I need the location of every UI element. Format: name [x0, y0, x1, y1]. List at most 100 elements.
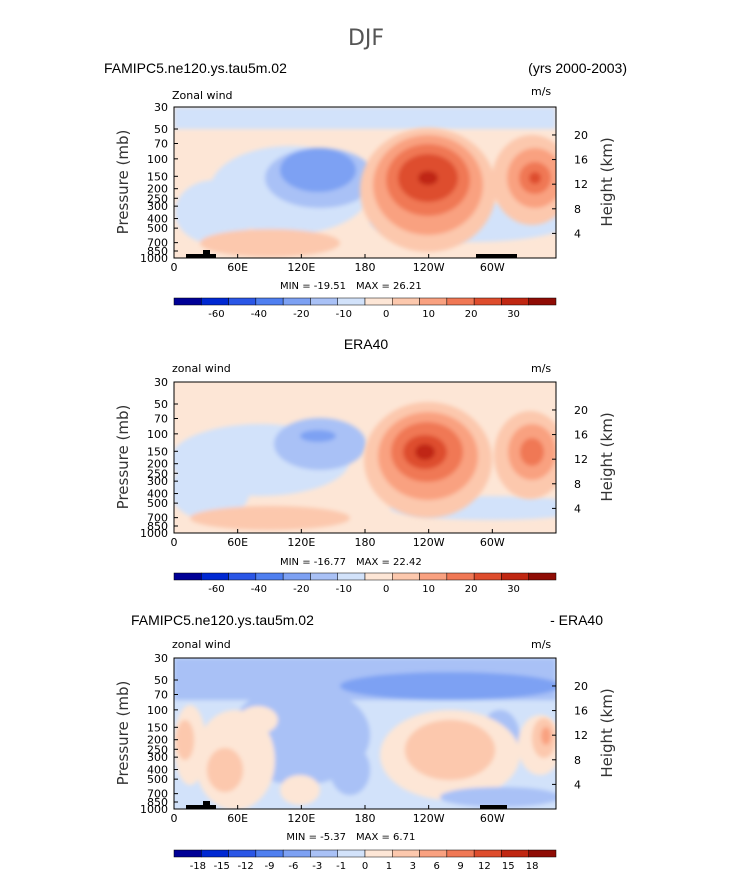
- min-label: MIN = -16.77: [280, 557, 346, 568]
- y-tick-label: 70: [154, 137, 168, 150]
- colorbar-swatch: [446, 297, 475, 306]
- colorbar-label: 20: [465, 584, 478, 595]
- colorbar-label: 0: [383, 584, 389, 595]
- x-tick-label: 120E: [287, 536, 315, 549]
- colorbar-swatch: [282, 849, 311, 858]
- colorbar-swatch: [419, 849, 448, 858]
- contour-negative: [340, 672, 556, 700]
- y2-tick-label: 4: [574, 502, 581, 515]
- colorbar-label: 1: [386, 861, 392, 872]
- panel-right-title: (yrs 2000-2003): [528, 60, 627, 76]
- units-label: m/s: [531, 362, 551, 375]
- y-axis-label: Pressure (mb): [114, 130, 132, 235]
- colorbar-swatch: [228, 297, 257, 306]
- colorbar-swatch: [364, 849, 393, 858]
- axis-ticks: 0 60E 120E 180 120W 60W3050701001502002503004…: [140, 376, 588, 549]
- colorbar-swatch: [173, 572, 202, 581]
- y-tick-label: 850: [147, 796, 168, 809]
- colorbar-label: -9: [265, 861, 275, 872]
- y2-tick-label: 12: [574, 729, 588, 742]
- contour-negative: [330, 745, 370, 795]
- contour-field: [174, 107, 556, 258]
- y-tick-label: 500: [147, 222, 168, 235]
- contour-positive: [176, 720, 194, 760]
- y2-tick-label: 8: [574, 478, 581, 491]
- contour-negative: [274, 418, 366, 470]
- y2-tick-label: 8: [574, 754, 581, 767]
- contour-negative: [174, 460, 250, 520]
- y-tick-label: 400: [147, 213, 168, 226]
- contour-positive: [190, 506, 350, 530]
- colorbar-swatch: [392, 849, 420, 858]
- y-tick-label: 850: [147, 520, 168, 533]
- y-tick-label: 850: [147, 245, 168, 258]
- max-label: MAX = 26.21: [356, 281, 422, 292]
- x-tick-label: 60E: [227, 261, 248, 274]
- colorbar-label: 0: [383, 309, 389, 320]
- colorbar-swatch: [173, 849, 202, 858]
- colorbar-swatch: [201, 572, 229, 581]
- colorbar-swatch: [501, 849, 529, 858]
- y-tick-label: 400: [147, 488, 168, 501]
- y2-tick-label: 12: [574, 453, 588, 466]
- contour-negative: [280, 148, 356, 192]
- y2-axis-label: Height (km): [598, 137, 616, 226]
- y-tick-label: 30: [154, 101, 168, 114]
- colorbar: -60 -40 -20 -10 0 10 20 30: [173, 297, 557, 320]
- colorbar-label: -3: [312, 861, 322, 872]
- x-tick-label: 60W: [480, 261, 505, 274]
- x-tick-label: 120W: [413, 812, 445, 825]
- x-tick-label: 0: [171, 261, 178, 274]
- y2-axis-label: Height (km): [598, 412, 616, 501]
- stratosphere-weak-easterly: [174, 107, 556, 129]
- y-tick-label: 700: [147, 512, 168, 525]
- y2-tick-label: 16: [574, 154, 588, 167]
- y-tick-label: 200: [147, 458, 168, 471]
- x-tick-label: 120W: [413, 536, 445, 549]
- field-label: zonal wind: [172, 362, 231, 375]
- units-label: m/s: [531, 638, 551, 651]
- colorbar-label: -60: [208, 584, 224, 595]
- colorbar-label: -18: [190, 861, 206, 872]
- colorbar-swatch: [501, 572, 529, 581]
- y-tick-label: 70: [154, 688, 168, 701]
- colorbar-swatch: [364, 297, 393, 306]
- x-tick-label: 180: [355, 812, 376, 825]
- colorbar-label: -12: [237, 861, 253, 872]
- contour-jet: [529, 172, 541, 184]
- y-tick-label: 700: [147, 788, 168, 801]
- y-tick-label: 1000: [140, 252, 168, 265]
- colorbar-label: 0: [362, 861, 368, 872]
- figure-title: DJF: [348, 26, 384, 51]
- y2-tick-label: 20: [574, 404, 588, 417]
- y2-axis-label: Height (km): [598, 688, 616, 777]
- contour-positive: [541, 727, 551, 745]
- y-tick-label: 700: [147, 237, 168, 250]
- contour-jet: [418, 171, 438, 185]
- y-tick-label: 1000: [140, 527, 168, 540]
- panel-right-title: - ERA40: [550, 612, 603, 628]
- topography: [186, 250, 517, 258]
- colorbar-swatch: [528, 849, 557, 858]
- contour-positive: [405, 720, 495, 780]
- contour-negative: [300, 430, 336, 442]
- y2-tick-label: 4: [574, 778, 581, 791]
- colorbar-swatch: [201, 297, 229, 306]
- panel-reanalysis: ERA40 zonal wind m/s: [114, 336, 616, 595]
- y-tick-label: 200: [147, 183, 168, 196]
- colorbar-label: -6: [288, 861, 298, 872]
- y-tick-label: 150: [147, 445, 168, 458]
- colorbar-swatch: [201, 849, 229, 858]
- colorbar-swatch: [228, 572, 257, 581]
- min-label: MIN = -5.37: [286, 832, 346, 843]
- y-axis-label: Pressure (mb): [114, 405, 132, 510]
- colorbar-swatch: [255, 572, 284, 581]
- contour-positive: [207, 748, 243, 792]
- y-tick-label: 150: [147, 721, 168, 734]
- contour-positive: [200, 229, 340, 257]
- y-tick-label: 300: [147, 751, 168, 764]
- panel-left-title: FAMIPC5.ne120.ys.tau5m.02: [104, 60, 287, 76]
- panel-difference: FAMIPC5.ne120.ys.tau5m.02 - ERA40 zonal …: [114, 612, 616, 872]
- y-tick-label: 500: [147, 773, 168, 786]
- max-label: MAX = 6.71: [356, 832, 415, 843]
